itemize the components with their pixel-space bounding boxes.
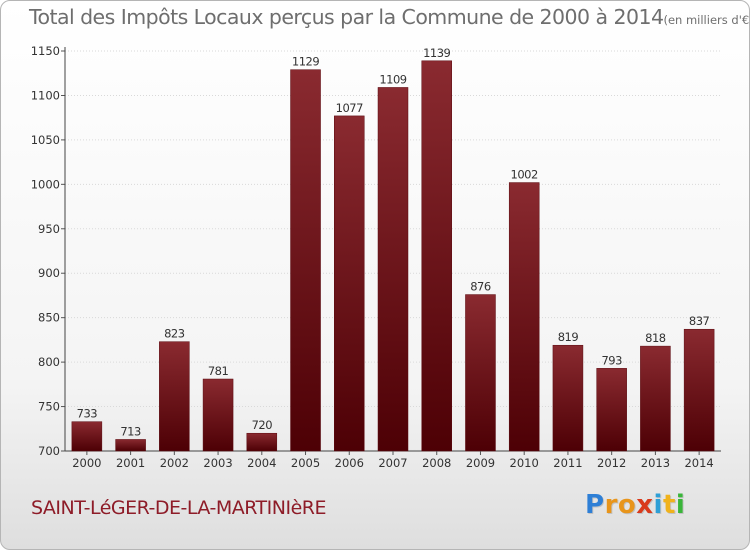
x-tick-label: 2008 xyxy=(422,456,451,470)
bar-value-label: 819 xyxy=(558,330,579,344)
logo-letter: t xyxy=(662,490,676,520)
x-tick-label: 2013 xyxy=(641,456,670,470)
y-tick-label: 1050 xyxy=(31,133,60,147)
y-tick-label: 750 xyxy=(38,400,60,414)
logo-letter: x xyxy=(636,490,654,520)
x-tick-label: 2004 xyxy=(247,456,276,470)
bar xyxy=(115,439,146,452)
bar xyxy=(334,115,365,452)
y-tick-label: 1150 xyxy=(31,44,60,58)
bar xyxy=(640,345,671,452)
bar-value-label: 823 xyxy=(164,327,185,341)
bar-value-label: 781 xyxy=(208,364,229,378)
x-tick-label: 2006 xyxy=(335,456,364,470)
y-tick-label: 950 xyxy=(38,222,60,236)
logo-letter: i xyxy=(653,490,663,520)
chart-unit-label: (en milliers d'€) xyxy=(663,13,750,27)
bar xyxy=(159,341,190,452)
bar-value-label: 1109 xyxy=(379,72,406,86)
y-tick-label: 1100 xyxy=(31,88,60,102)
bar-value-label: 713 xyxy=(120,424,141,438)
bar-value-label: 876 xyxy=(470,280,491,294)
y-tick-label: 1000 xyxy=(31,177,60,191)
bar xyxy=(465,294,496,452)
x-tick-label: 2002 xyxy=(160,456,189,470)
commune-name: SAINT-LéGER-DE-LA-MARTINIèRE xyxy=(31,497,326,519)
y-tick-label: 700 xyxy=(38,444,60,458)
x-tick-label: 2009 xyxy=(466,456,495,470)
bar xyxy=(71,421,103,452)
x-tick-label: 2010 xyxy=(510,456,539,470)
bar-value-label: 1129 xyxy=(292,55,319,69)
bar-value-label: 1139 xyxy=(423,46,450,60)
bar xyxy=(246,432,278,452)
y-tick-label: 850 xyxy=(38,311,60,325)
bar-value-label: 1077 xyxy=(336,101,363,115)
x-tick-label: 2007 xyxy=(378,456,407,470)
bar xyxy=(290,69,321,452)
bar-value-label: 818 xyxy=(645,331,666,345)
logo-letter: o xyxy=(617,490,637,520)
x-tick-label: 2005 xyxy=(291,456,320,470)
logo-letter: i xyxy=(675,490,686,520)
bar-value-label: 793 xyxy=(601,353,622,367)
bar xyxy=(552,344,584,452)
bar xyxy=(202,378,234,452)
chart-title: Total des Impôts Locaux perçus par la Co… xyxy=(29,5,664,29)
x-tick-label: 2014 xyxy=(684,456,713,470)
logo-letter: P xyxy=(585,490,605,520)
y-tick-label: 800 xyxy=(38,355,60,369)
bar xyxy=(683,328,715,452)
proxiti-logo[interactable]: Proxiti xyxy=(585,490,685,520)
bar-value-label: 733 xyxy=(77,407,98,421)
bar-value-label: 1002 xyxy=(511,168,538,182)
bar xyxy=(508,182,540,452)
y-tick-label: 900 xyxy=(38,266,60,280)
x-tick-label: 2000 xyxy=(72,456,101,470)
x-tick-label: 2001 xyxy=(116,456,145,470)
chart-title-block: Total des Impôts Locaux perçus par la Co… xyxy=(29,5,750,29)
x-tick-label: 2011 xyxy=(553,456,582,470)
logo-letter: r xyxy=(604,490,618,520)
bar-value-label: 837 xyxy=(689,314,710,328)
bar-value-label: 720 xyxy=(252,418,273,432)
bar xyxy=(596,368,627,452)
x-tick-label: 2003 xyxy=(203,456,232,470)
bar xyxy=(421,60,452,452)
bar xyxy=(377,87,409,452)
x-tick-label: 2012 xyxy=(597,456,626,470)
